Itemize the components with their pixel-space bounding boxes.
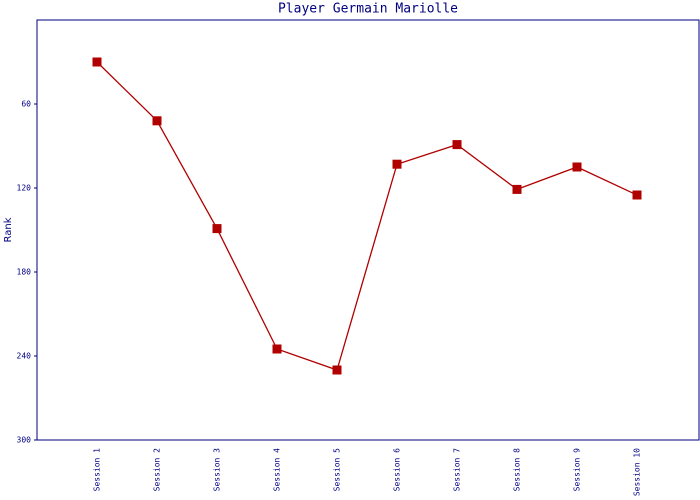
x-tick-label: Session 3 xyxy=(213,448,222,492)
y-axis-label: Rank xyxy=(3,217,14,242)
x-tick-label: Session 9 xyxy=(573,448,582,492)
point-marker xyxy=(92,57,102,67)
chart-title: Player Germain Mariolle xyxy=(278,2,458,17)
point-marker xyxy=(632,190,642,200)
plot-frame xyxy=(36,19,700,441)
y-tick-label: 240 xyxy=(17,352,32,361)
x-tick-label: Session 5 xyxy=(333,448,342,492)
x-tick-label: Session 7 xyxy=(453,448,462,492)
point-marker xyxy=(512,184,522,194)
x-tick-label: Session 1 xyxy=(93,448,102,492)
point-marker xyxy=(572,162,582,172)
y-tick-label: 120 xyxy=(17,184,32,193)
point-marker xyxy=(392,159,402,169)
x-tick-label: Session 4 xyxy=(273,448,282,492)
point-marker xyxy=(272,344,282,354)
point-marker xyxy=(152,116,162,126)
y-tick-label: 180 xyxy=(17,268,32,277)
x-tick-label: Session 10 xyxy=(633,448,642,496)
point-marker xyxy=(332,365,342,375)
x-tick-label: Session 6 xyxy=(393,448,402,492)
y-tick-label: 60 xyxy=(21,100,31,109)
y-tick-label: 300 xyxy=(17,436,32,445)
series-line xyxy=(96,61,638,371)
x-tick-label: Session 2 xyxy=(153,448,162,492)
point-marker xyxy=(452,140,462,150)
x-tick-label: Session 8 xyxy=(513,448,522,492)
point-marker xyxy=(212,224,222,234)
